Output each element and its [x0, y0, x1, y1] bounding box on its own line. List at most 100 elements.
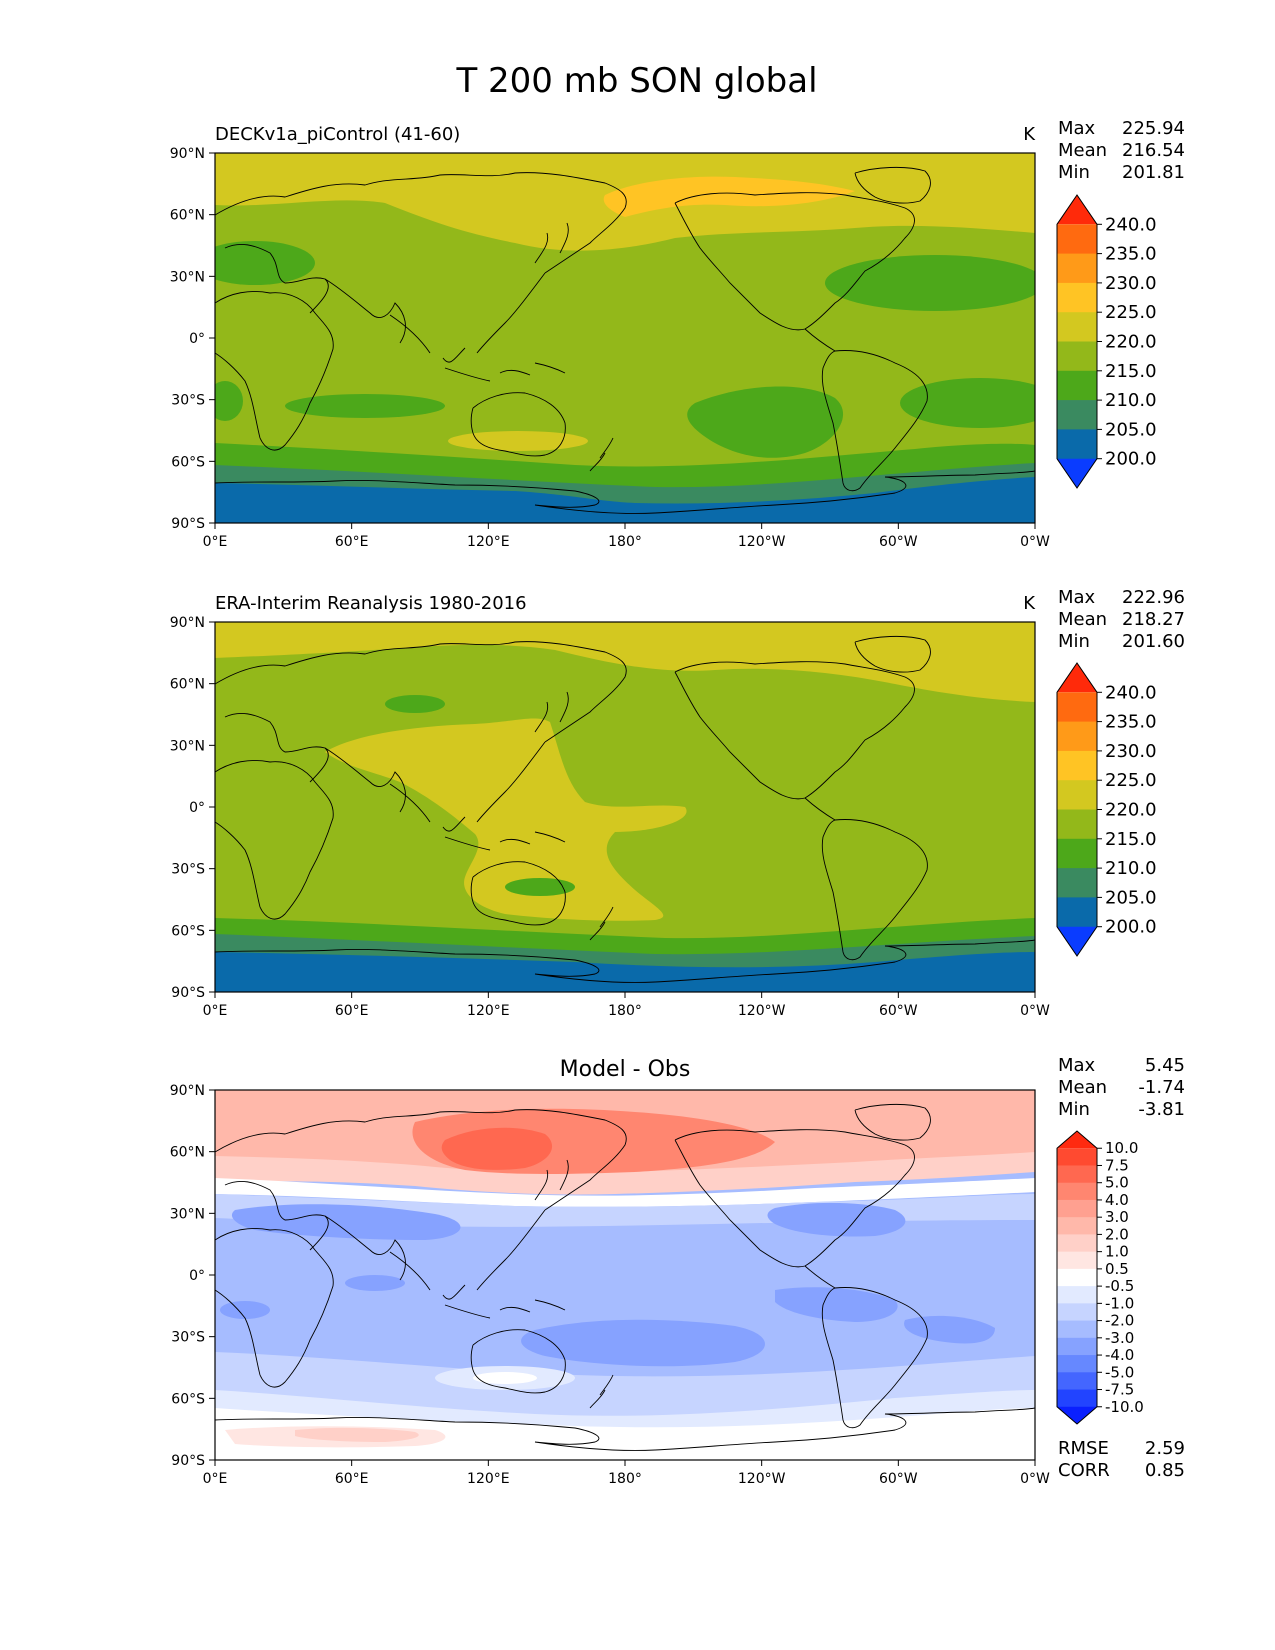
- colorbar-segment: [1057, 1303, 1097, 1322]
- panel-diff-stat-max-value: 5.45: [1145, 1055, 1185, 1076]
- colorbar-segment: [1057, 253, 1097, 284]
- panel-diff-stat-corr-value: 0.85: [1145, 1460, 1185, 1481]
- panel-obs-stat-mean-value: 218.27: [1122, 609, 1185, 630]
- colorbar-label: 200.0: [1105, 449, 1157, 470]
- colorbar-segment: [1057, 400, 1097, 430]
- panel-obs-stat-max-label: Max: [1058, 587, 1096, 608]
- panel-model-colorbar: 240.0 235.0 230.0 225.0 220.0 215.0 210.0 205.0…: [1056, 194, 1157, 489]
- y-tick-label: 90°S: [171, 985, 205, 1001]
- panel-model-units: K: [1023, 124, 1036, 145]
- colorbar-label: 210.0: [1105, 858, 1157, 879]
- panel-diff-stat-corr-label: CORR: [1058, 1460, 1110, 1481]
- panel-obs-stat-max-value: 222.96: [1122, 587, 1185, 608]
- colorbar-label: -0.5: [1105, 1277, 1134, 1295]
- y-tick-label: 60°S: [171, 923, 205, 939]
- y-tick-label: 90°N: [170, 615, 205, 631]
- y-tick-label: 0°: [189, 331, 205, 347]
- panel-model-stat-max-value: 225.94: [1122, 118, 1185, 139]
- colorbar-label: 205.0: [1105, 419, 1157, 440]
- colorbar-segment: [1057, 1165, 1097, 1184]
- colorbar-segment: [1057, 1148, 1097, 1166]
- colorbar-segment: [1057, 1268, 1097, 1287]
- panel-obs: ERA-Interim Reanalysis 1980-2016 K 0°E 60…: [170, 587, 1185, 1019]
- y-tick-label: 30°S: [171, 1330, 205, 1346]
- x-tick-label: 60°W: [879, 1471, 918, 1487]
- panel-model-stats: Max 225.94 Mean 216.54 Min 201.81: [1058, 118, 1185, 183]
- colorbar-label: -1.0: [1105, 1294, 1134, 1312]
- colorbar-label: -2.0: [1105, 1312, 1134, 1330]
- y-tick-label: 30°S: [171, 393, 205, 409]
- colorbar-segment: [1057, 838, 1097, 869]
- colorbar-label: 225.0: [1105, 302, 1157, 323]
- colorbar-label: -4.0: [1105, 1346, 1134, 1364]
- x-tick-label: 120°E: [467, 1471, 510, 1487]
- panel-model-stat-mean-label: Mean: [1058, 140, 1107, 161]
- panel-diff: Model - Obs: [170, 1055, 1185, 1487]
- panel-diff-stat-rmse-value: 2.59: [1145, 1438, 1185, 1459]
- colorbar-segment: [1057, 1182, 1097, 1201]
- colorbar-segment: [1057, 1217, 1097, 1235]
- colorbar-segment: [1057, 370, 1097, 401]
- colorbar-label: 1.0: [1105, 1243, 1129, 1261]
- panel-model: DECKv1a_piControl (41-60) K: [170, 118, 1185, 550]
- colorbar-segment: [1057, 282, 1097, 313]
- panel-diff-stat-min-value: -3.81: [1138, 1099, 1185, 1120]
- y-tick-label: 90°S: [171, 516, 205, 532]
- panel-diff-stat-mean-label: Mean: [1058, 1077, 1107, 1098]
- panel-diff-stat-max-label: Max: [1058, 1055, 1096, 1076]
- colorbar-label: 215.0: [1105, 361, 1157, 382]
- colorbar-label: 200.0: [1105, 917, 1157, 938]
- x-tick-label: 60°W: [879, 534, 918, 550]
- panel-model-stat-min-label: Min: [1058, 162, 1090, 183]
- figure-title: T 200 mb SON global: [455, 61, 817, 101]
- colorbar-label: 2.0: [1105, 1225, 1129, 1243]
- colorbar-label: 235.0: [1105, 244, 1157, 265]
- colorbar-segment: [1057, 1320, 1097, 1339]
- colorbar-segment: [1057, 1355, 1097, 1373]
- x-tick-label: 120°E: [467, 1003, 510, 1019]
- colorbar-label: 3.0: [1105, 1208, 1129, 1226]
- panel-obs-stats: Max 222.96 Mean 218.27 Min 201.60: [1058, 587, 1185, 652]
- panel-diff-map: [215, 1090, 1035, 1460]
- colorbar-segment: [1057, 1372, 1097, 1391]
- colorbar-segment: [1057, 341, 1097, 372]
- colorbar-segment: [1057, 692, 1097, 723]
- y-tick-label: 90°S: [171, 1453, 205, 1469]
- y-tick-label: 0°: [189, 800, 205, 816]
- panel-model-stat-max-label: Max: [1058, 118, 1096, 139]
- x-tick-label: 0°W: [1020, 1003, 1050, 1019]
- colorbar-segment: [1057, 312, 1097, 342]
- x-tick-label: 0°E: [203, 1471, 228, 1487]
- x-tick-label: 0°W: [1020, 1471, 1050, 1487]
- panel-obs-stat-min-value: 201.60: [1122, 631, 1185, 652]
- x-tick-label: 60°E: [335, 1471, 369, 1487]
- x-tick-label: 120°W: [738, 534, 786, 550]
- panel-diff-stat-mean-value: -1.74: [1138, 1077, 1185, 1098]
- panel-model-title: DECKv1a_piControl (41-60): [215, 124, 460, 145]
- colorbar-segment: [1057, 780, 1097, 810]
- colorbar-segment: [1057, 868, 1097, 898]
- colorbar-label: 235.0: [1105, 712, 1157, 733]
- colorbar-segment: [1057, 1234, 1097, 1253]
- panel-obs-stat-min-label: Min: [1058, 631, 1090, 652]
- panel-obs-map: [215, 622, 1035, 992]
- colorbar-label: 5.0: [1105, 1174, 1129, 1192]
- colorbar-label: 225.0: [1105, 770, 1157, 791]
- panel-diff-axes: 0°E 60°E 120°E 180° 120°W 60°W 0°W 90°N 60°N 30°N…: [170, 1083, 1050, 1487]
- y-tick-label: 30°N: [170, 1206, 205, 1222]
- colorbar-label: 205.0: [1105, 887, 1157, 908]
- x-tick-label: 60°W: [879, 1003, 918, 1019]
- colorbar-extend-bottom: [1057, 926, 1097, 956]
- panel-model-axes: 0°E 60°E 120°E 180° 120°W 60°W 0°W 90°N 60°N 30°N…: [170, 146, 1050, 550]
- y-tick-label: 60°S: [171, 1391, 205, 1407]
- colorbar-segment: [1057, 721, 1097, 752]
- colorbar-segment: [1057, 1199, 1097, 1218]
- colorbar-label: 7.5: [1105, 1156, 1129, 1174]
- x-tick-label: 0°E: [203, 534, 228, 550]
- colorbar-label: 230.0: [1105, 273, 1157, 294]
- colorbar-segment: [1057, 1337, 1097, 1356]
- panel-diff-extra-stats: RMSE 2.59 CORR 0.85: [1058, 1438, 1185, 1481]
- y-tick-label: 60°N: [170, 208, 205, 224]
- x-tick-label: 60°E: [335, 1003, 369, 1019]
- x-tick-label: 60°E: [335, 534, 369, 550]
